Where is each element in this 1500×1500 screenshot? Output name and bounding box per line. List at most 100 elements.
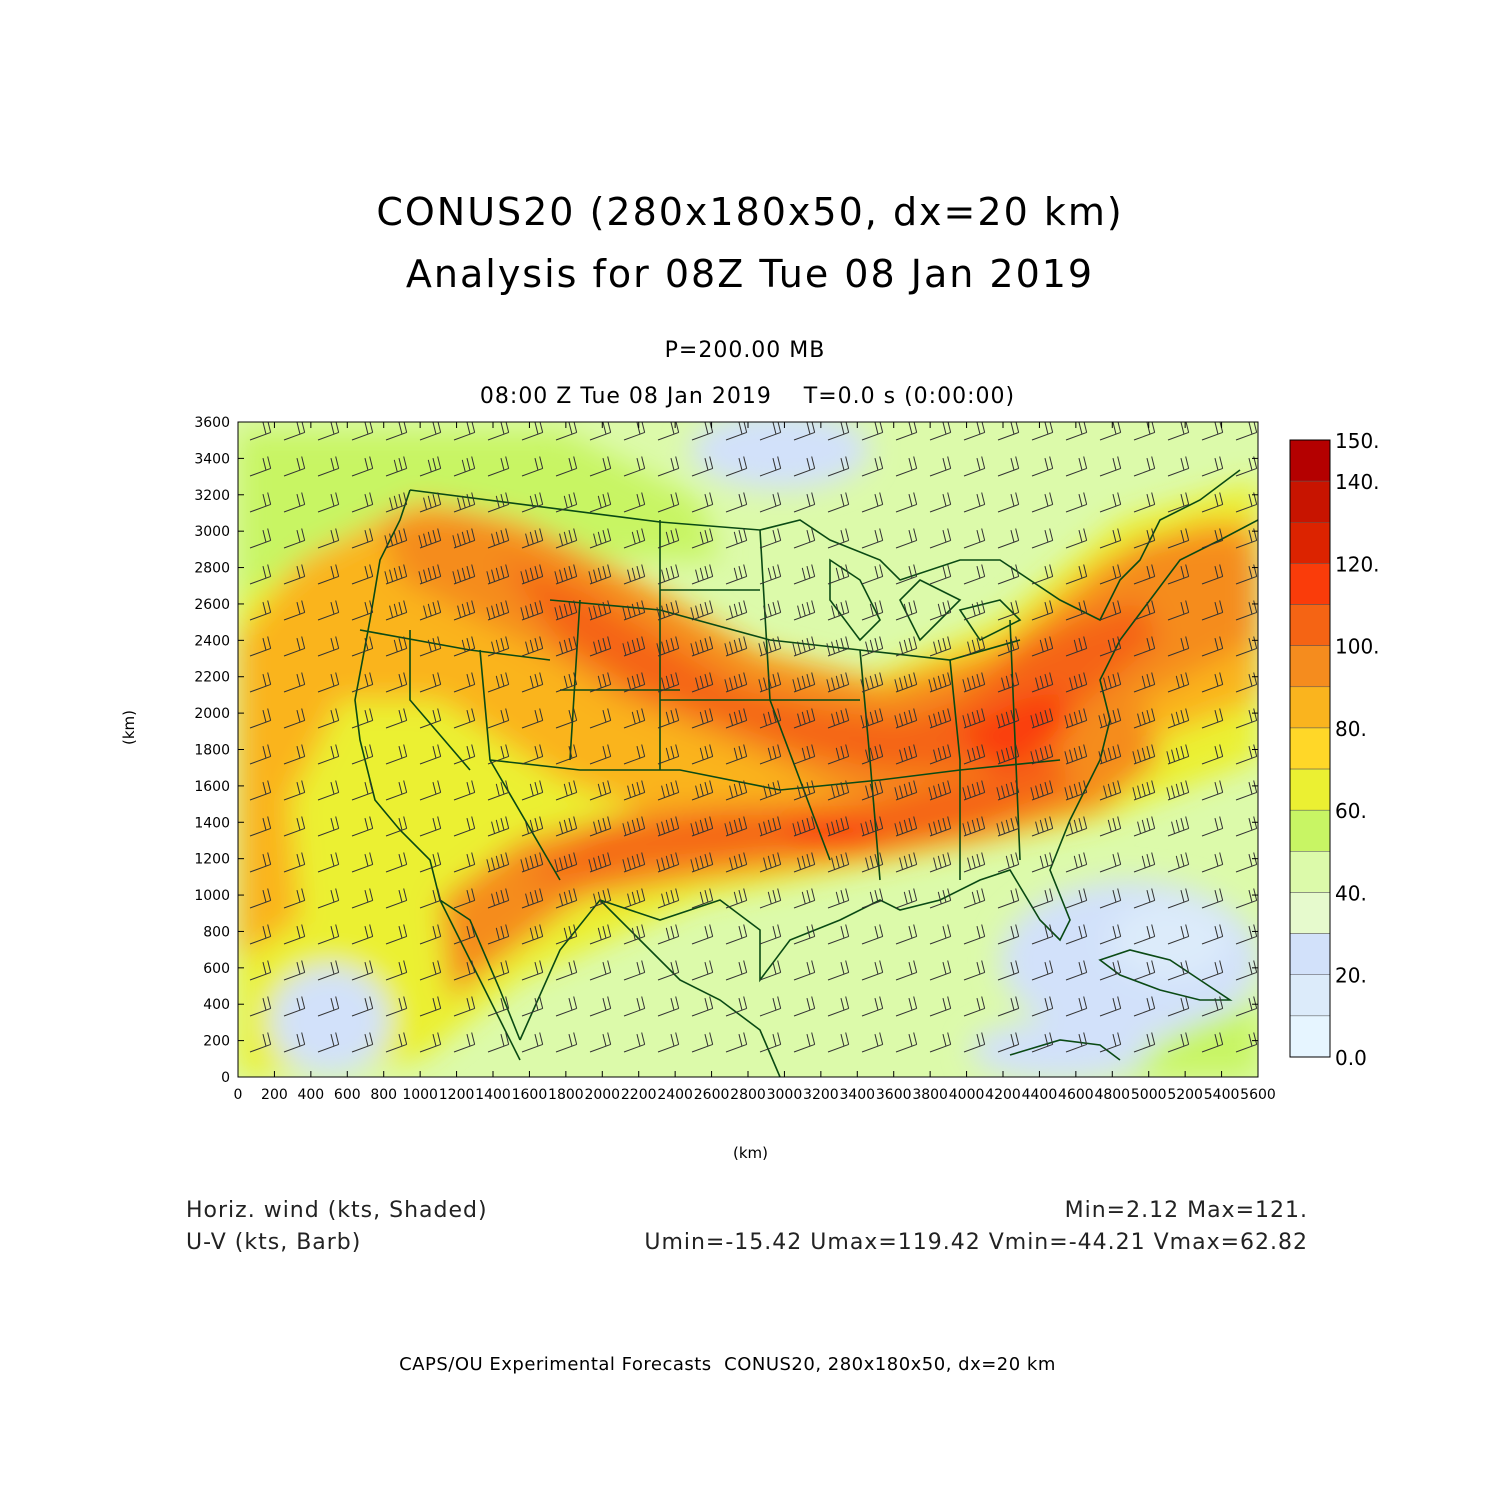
wind-barb bbox=[657, 564, 680, 585]
wind-barb bbox=[725, 564, 748, 585]
wind-barb bbox=[725, 528, 748, 549]
wind-barb bbox=[351, 996, 374, 1017]
wind-barb bbox=[521, 528, 544, 549]
wind-barb bbox=[929, 960, 952, 981]
wind-barb bbox=[1167, 564, 1190, 585]
wind-speed-shading bbox=[238, 422, 1258, 1077]
wind-barb bbox=[793, 996, 816, 1017]
wind-barb bbox=[1065, 528, 1088, 549]
wind-barb bbox=[997, 636, 1020, 657]
wind-barb bbox=[385, 492, 408, 513]
wind-barb bbox=[317, 888, 340, 909]
wind-barb bbox=[317, 456, 340, 477]
wind-barb bbox=[283, 1032, 306, 1053]
wind-barb bbox=[894, 672, 918, 693]
wind-barb bbox=[555, 636, 578, 657]
wind-barb bbox=[861, 852, 884, 873]
x-tick-label: 2600 bbox=[694, 1087, 730, 1103]
wind-barb bbox=[861, 744, 884, 765]
wind-barb bbox=[453, 636, 476, 657]
wind-barb bbox=[453, 996, 476, 1017]
y-axis-label: (km) bbox=[120, 709, 138, 745]
y-tick-label: 800 bbox=[203, 924, 230, 940]
us-canada-border bbox=[409, 469, 1241, 622]
y-tick-label: 3000 bbox=[194, 524, 230, 540]
wind-barb bbox=[792, 636, 816, 657]
wind-barb bbox=[656, 636, 680, 657]
wind-barb bbox=[895, 528, 918, 549]
wind-barb bbox=[351, 852, 374, 873]
wind-barb bbox=[997, 564, 1020, 585]
wind-barb bbox=[793, 600, 816, 621]
wind-barb bbox=[623, 492, 646, 513]
wind-barb bbox=[1030, 744, 1054, 765]
wind-barb bbox=[758, 816, 782, 837]
wind-barb bbox=[419, 852, 442, 873]
wind-barb bbox=[317, 492, 340, 513]
wind-barb bbox=[1099, 996, 1122, 1017]
wind-barb bbox=[588, 852, 612, 873]
wind-barb bbox=[997, 996, 1020, 1017]
wind-barb bbox=[996, 708, 1020, 729]
wind-barb bbox=[1235, 888, 1258, 909]
wind-barb bbox=[657, 672, 680, 693]
wind-barb bbox=[453, 888, 476, 909]
wind-barb bbox=[793, 780, 816, 801]
wind-barb bbox=[861, 600, 884, 621]
wind-barb bbox=[1235, 744, 1258, 765]
wind-barb bbox=[1133, 996, 1156, 1017]
wind-barb bbox=[419, 960, 442, 981]
state-line-1 bbox=[549, 599, 1021, 661]
wind-barb bbox=[1201, 456, 1224, 477]
y-tick-label: 600 bbox=[203, 961, 230, 977]
wind-barb bbox=[1201, 636, 1224, 657]
wind-barb bbox=[520, 564, 544, 585]
wind-barb bbox=[895, 996, 918, 1017]
colorbar-bin bbox=[1289, 892, 1331, 934]
wind-barb bbox=[997, 600, 1020, 621]
wind-barb bbox=[283, 852, 306, 873]
wind-barb bbox=[623, 1032, 646, 1053]
wind-barb bbox=[1235, 672, 1258, 693]
wind-barb bbox=[657, 960, 680, 981]
wind-barb bbox=[1167, 492, 1190, 513]
wind-barb bbox=[351, 636, 374, 657]
wind-barb bbox=[589, 636, 612, 657]
wind-barb bbox=[351, 564, 374, 585]
wind-barb bbox=[759, 996, 782, 1017]
baja-coast bbox=[439, 899, 521, 1061]
x-tick-label: 5400 bbox=[1204, 1087, 1240, 1103]
wind-barb bbox=[487, 708, 510, 729]
us-gulf-atlantic-coast bbox=[519, 519, 1258, 1041]
wind-barb bbox=[589, 816, 612, 837]
wind-barb bbox=[351, 600, 374, 621]
wind-barb bbox=[827, 852, 850, 873]
wind-barb bbox=[1065, 816, 1088, 837]
wind-barb bbox=[1201, 564, 1224, 585]
wind-barb bbox=[385, 600, 408, 621]
wind-barb bbox=[351, 888, 374, 909]
wind-barb bbox=[963, 564, 986, 585]
wind-barb bbox=[827, 1032, 850, 1053]
wind-barb bbox=[249, 600, 272, 621]
wind-barb bbox=[827, 888, 850, 909]
wind-barb bbox=[589, 780, 612, 801]
wind-barb bbox=[1167, 1032, 1190, 1053]
wind-barb bbox=[963, 888, 986, 909]
wind-barb bbox=[691, 1032, 714, 1053]
wind-barb bbox=[521, 672, 544, 693]
wind-barb bbox=[453, 960, 476, 981]
wind-barb bbox=[419, 708, 442, 729]
wind-barb bbox=[1201, 528, 1224, 549]
wind-barb bbox=[1133, 852, 1156, 873]
wind-barb bbox=[691, 528, 714, 549]
x-tick-label: 3800 bbox=[912, 1087, 948, 1103]
wind-barb bbox=[657, 708, 680, 729]
wind-barb bbox=[385, 708, 408, 729]
wind-barb bbox=[521, 780, 544, 801]
x-tick-label: 0 bbox=[234, 1087, 243, 1103]
wind-barb bbox=[793, 708, 816, 729]
wind-barb bbox=[895, 924, 918, 945]
wind-barb bbox=[725, 924, 748, 945]
wind-barb bbox=[419, 888, 442, 909]
